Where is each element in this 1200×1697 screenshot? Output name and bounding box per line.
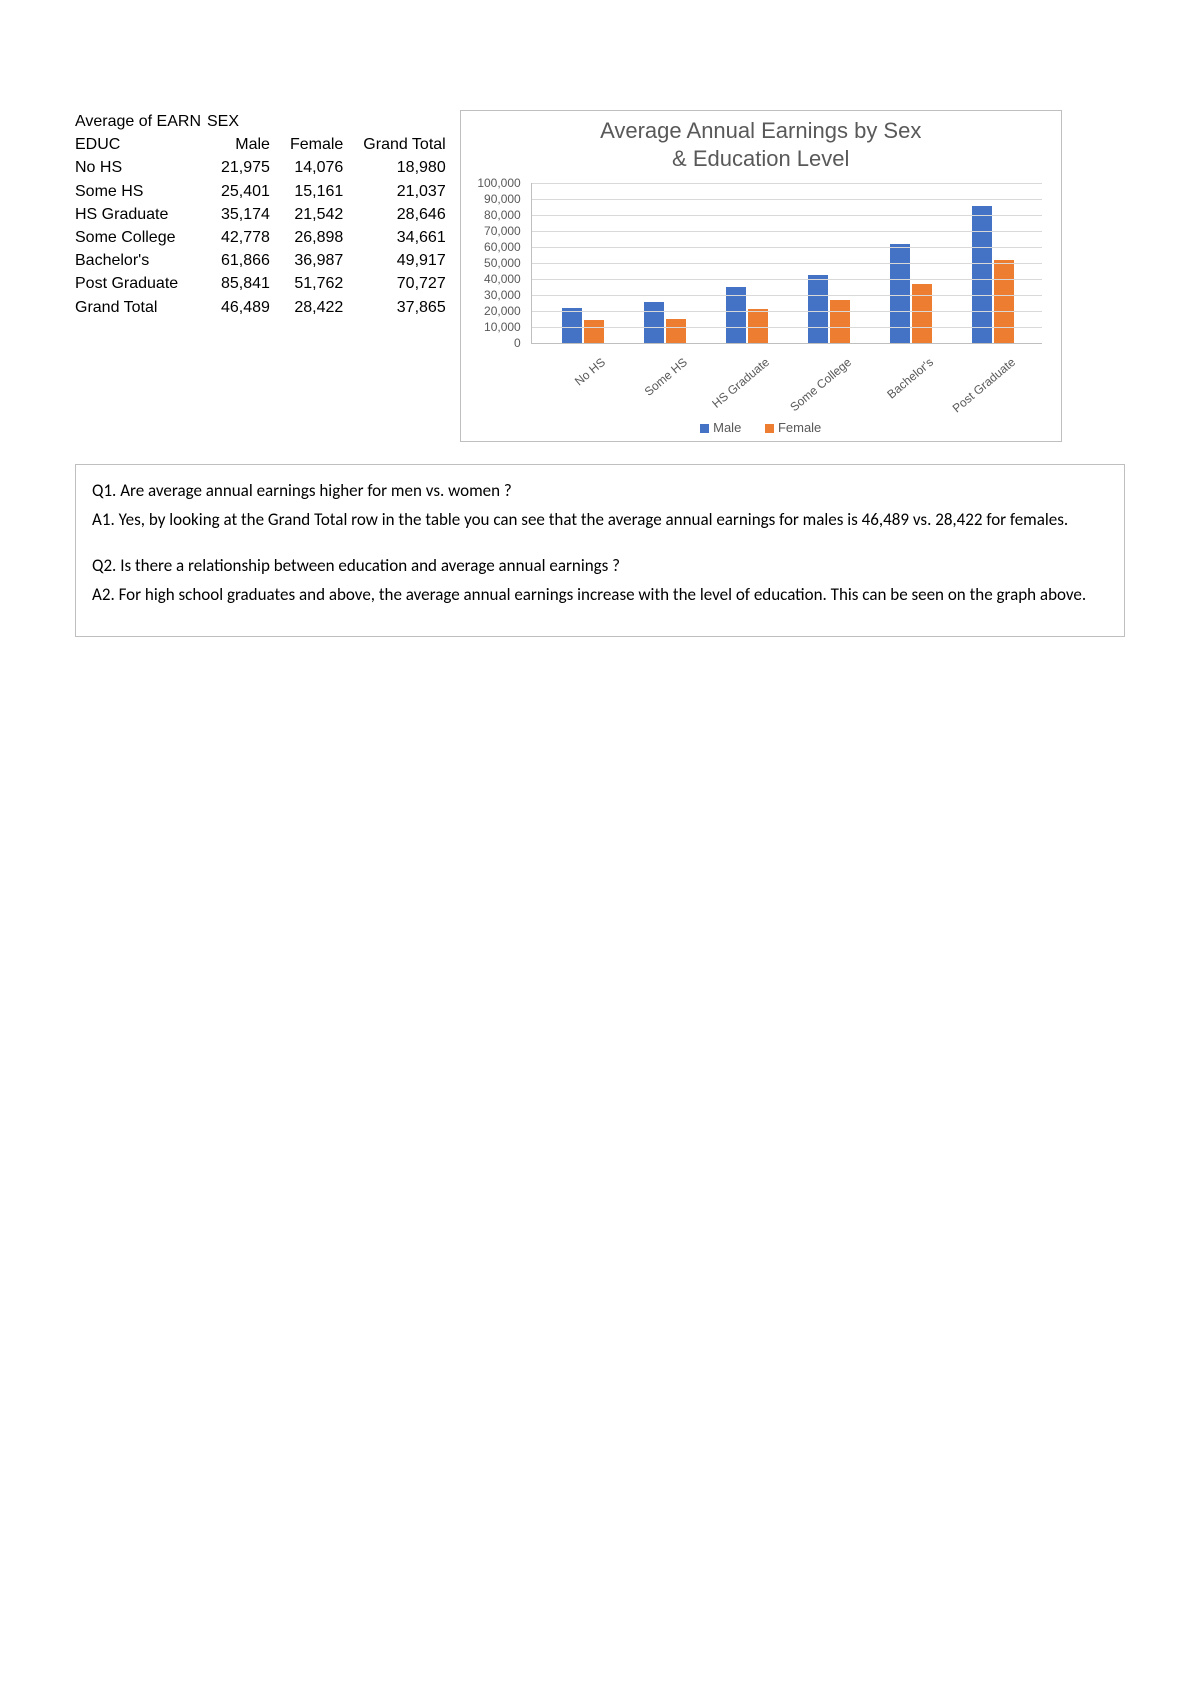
- cell: 21,975: [207, 156, 276, 179]
- table-col-header: Male: [207, 133, 276, 156]
- chart-title: Average Annual Earnings by Sex & Educati…: [461, 117, 1061, 172]
- bar-female: [666, 319, 686, 343]
- bar-female: [912, 284, 932, 343]
- table-row: Some College 42,778 26,898 34,661: [75, 226, 452, 249]
- table-row: Grand Total 46,489 28,422 37,865: [75, 296, 452, 319]
- legend-item-male: Male: [700, 420, 741, 435]
- x-tick-label: Post Graduate: [949, 355, 1017, 415]
- bar-female: [830, 300, 850, 343]
- y-tick-label: 40,000: [484, 272, 521, 286]
- pivot-table: Average of EARN SEX EDUC Male Female Gra…: [75, 110, 452, 319]
- row-label: HS Graduate: [75, 203, 207, 226]
- answer-1: A1. Yes, by looking at the Grand Total r…: [92, 508, 1108, 533]
- row-label: No HS: [75, 156, 207, 179]
- y-tick-label: 20,000: [484, 304, 521, 318]
- chart-title-line1: Average Annual Earnings by Sex: [600, 118, 921, 143]
- table-col-header: Grand Total: [349, 133, 451, 156]
- table-header-row: EDUC Male Female Grand Total: [75, 133, 452, 156]
- x-tick-label: Some HS: [641, 355, 689, 399]
- chart-plot-area: [531, 183, 1042, 344]
- x-tick-label: Some College: [787, 355, 854, 414]
- legend-swatch-icon: [700, 424, 709, 433]
- cell: 46,489: [207, 296, 276, 319]
- bar-male: [890, 244, 910, 343]
- legend-label: Male: [713, 420, 741, 435]
- question-1: Q1. Are average annual earnings higher f…: [92, 479, 1108, 504]
- bar-female: [748, 309, 768, 343]
- cell: 15,161: [276, 180, 349, 203]
- cell: 61,866: [207, 249, 276, 272]
- bar-male: [562, 308, 582, 343]
- x-tick-label: HS Graduate: [709, 355, 772, 411]
- legend-swatch-icon: [765, 424, 774, 433]
- bar-male: [644, 302, 664, 343]
- row-label: Some College: [75, 226, 207, 249]
- row-label: Grand Total: [75, 296, 207, 319]
- answer-2: A2. For high school graduates and above,…: [92, 583, 1108, 608]
- legend-label: Female: [778, 420, 821, 435]
- cell: 21,037: [349, 180, 451, 203]
- cell: 35,174: [207, 203, 276, 226]
- cell: 34,661: [349, 226, 451, 249]
- bar-male: [972, 206, 992, 343]
- chart-y-axis-labels: 010,00020,00030,00040,00050,00060,00070,…: [461, 183, 525, 343]
- chart-title-line2: & Education Level: [672, 146, 849, 171]
- bar-female: [994, 260, 1014, 343]
- cell: 37,865: [349, 296, 451, 319]
- x-tick-label: No HS: [572, 355, 608, 388]
- row-label: Bachelor's: [75, 249, 207, 272]
- row-label: Some HS: [75, 180, 207, 203]
- table-col-super: SEX: [207, 110, 276, 133]
- cell: 49,917: [349, 249, 451, 272]
- cell: 85,841: [207, 272, 276, 295]
- cell: 70,727: [349, 272, 451, 295]
- cell: 26,898: [276, 226, 349, 249]
- cell: 18,980: [349, 156, 451, 179]
- y-tick-label: 70,000: [484, 224, 521, 238]
- table-row: Post Graduate 85,841 51,762 70,727: [75, 272, 452, 295]
- cell: 25,401: [207, 180, 276, 203]
- table-col-header: Female: [276, 133, 349, 156]
- table-row: No HS 21,975 14,076 18,980: [75, 156, 452, 179]
- table-row: Bachelor's 61,866 36,987 49,917: [75, 249, 452, 272]
- cell: 42,778: [207, 226, 276, 249]
- y-tick-label: 90,000: [484, 192, 521, 206]
- cell: 28,646: [349, 203, 451, 226]
- chart-legend: Male Female: [461, 420, 1061, 435]
- y-tick-label: 50,000: [484, 256, 521, 270]
- cell: 36,987: [276, 249, 349, 272]
- bar-male: [808, 275, 828, 343]
- cell: 21,542: [276, 203, 349, 226]
- cell: 14,076: [276, 156, 349, 179]
- bar-female: [584, 320, 604, 343]
- earnings-bar-chart: Average Annual Earnings by Sex & Educati…: [460, 110, 1062, 442]
- cell: 28,422: [276, 296, 349, 319]
- x-tick-label: Bachelor's: [884, 355, 936, 401]
- table-row: Some HS 25,401 15,161 21,037: [75, 180, 452, 203]
- table-row: HS Graduate 35,174 21,542 28,646: [75, 203, 452, 226]
- y-tick-label: 10,000: [484, 320, 521, 334]
- question-2: Q2. Is there a relationship between educ…: [92, 554, 1108, 579]
- row-label: Post Graduate: [75, 272, 207, 295]
- legend-item-female: Female: [765, 420, 821, 435]
- table-header-row: Average of EARN SEX: [75, 110, 452, 133]
- chart-x-axis-labels: No HSSome HSHS GraduateSome CollegeBache…: [531, 347, 1041, 405]
- qa-box: Q1. Are average annual earnings higher f…: [75, 464, 1125, 637]
- table-corner-top: Average of EARN: [75, 110, 207, 133]
- cell: 51,762: [276, 272, 349, 295]
- y-tick-label: 100,000: [477, 176, 520, 190]
- y-tick-label: 60,000: [484, 240, 521, 254]
- table-corner-side: EDUC: [75, 133, 207, 156]
- y-tick-label: 80,000: [484, 208, 521, 222]
- y-tick-label: 30,000: [484, 288, 521, 302]
- y-tick-label: 0: [514, 336, 521, 350]
